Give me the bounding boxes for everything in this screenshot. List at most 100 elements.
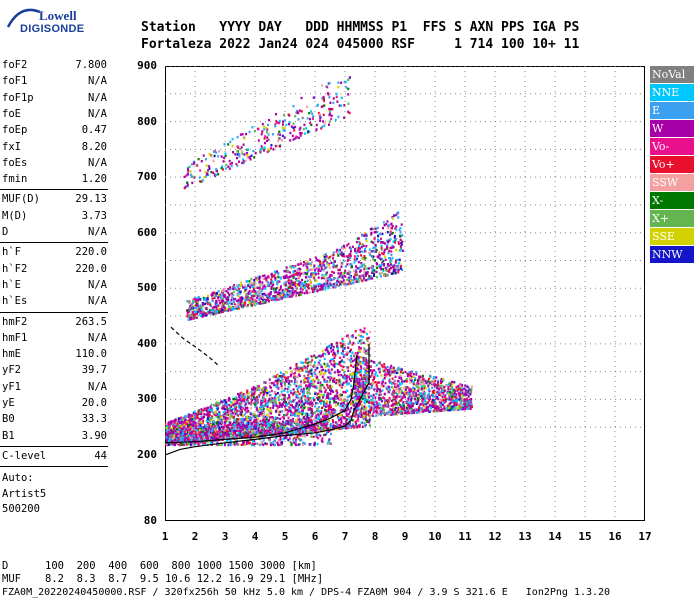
echo-point <box>382 384 385 388</box>
echo-point <box>424 399 427 403</box>
echo-point <box>326 413 329 417</box>
echo-point <box>319 398 321 401</box>
echo-point <box>323 401 326 405</box>
echo-point <box>379 397 382 400</box>
echo-point <box>276 392 279 395</box>
echo-point <box>213 425 216 428</box>
echo-point <box>402 410 405 413</box>
echo-point <box>306 426 309 429</box>
echo-point <box>428 395 431 398</box>
echo-point <box>306 364 309 368</box>
echo-point <box>365 387 368 390</box>
echo-point <box>318 406 321 409</box>
echo-point <box>442 399 445 402</box>
echo-point <box>276 404 278 407</box>
echo-point <box>366 364 369 368</box>
echo-point <box>364 411 367 414</box>
echo-point <box>417 380 420 384</box>
echo-point <box>224 432 227 436</box>
echo-point <box>298 370 301 373</box>
echo-point <box>304 413 307 417</box>
echo-point <box>351 343 354 346</box>
echo-point <box>408 373 411 376</box>
echo-point <box>191 443 194 446</box>
echo-point <box>265 431 268 435</box>
echo-point <box>309 426 312 429</box>
echo-point <box>365 374 368 377</box>
param-label: foF2 <box>2 59 28 71</box>
echo-point <box>224 419 227 422</box>
echo-point <box>239 429 241 433</box>
echo-point <box>193 415 196 418</box>
echo-point <box>465 398 468 401</box>
echo-point <box>360 369 362 373</box>
echo-point <box>415 383 418 387</box>
param-label: foF1 <box>2 75 28 88</box>
echo-point <box>364 397 367 401</box>
echo-point <box>338 370 341 374</box>
echo-point <box>458 393 461 396</box>
echo-point <box>291 400 294 403</box>
echo-point <box>289 366 292 370</box>
echo-point <box>243 413 246 416</box>
echo-point <box>452 392 455 395</box>
echo-point <box>245 432 248 435</box>
echo-point <box>287 398 290 402</box>
echo-point <box>460 395 463 398</box>
echo-point <box>298 418 301 421</box>
echo-point <box>322 418 325 421</box>
echo-point <box>194 412 197 416</box>
echo-point <box>343 391 346 394</box>
echo-point <box>384 368 387 371</box>
echo-point <box>316 355 319 359</box>
echo-point <box>413 402 416 405</box>
echo-point <box>279 393 282 397</box>
echo-point <box>393 400 396 403</box>
echo-point <box>318 419 321 422</box>
echo-point <box>311 409 314 413</box>
echo-point <box>362 386 365 390</box>
echo-point <box>399 395 402 398</box>
echo-point <box>350 357 353 360</box>
echo-point <box>284 383 287 386</box>
echo-point <box>443 389 446 392</box>
echo-point <box>447 393 450 396</box>
echo-point <box>307 363 310 366</box>
echo-point <box>284 413 287 417</box>
echo-point <box>378 398 381 401</box>
echo-point <box>342 369 345 372</box>
echo-point <box>406 409 409 413</box>
echo-point <box>350 425 353 428</box>
echo-point <box>436 386 439 389</box>
echo-point <box>208 418 211 421</box>
echo-point <box>401 391 404 395</box>
echo-point <box>395 387 398 391</box>
echo-point <box>272 404 275 407</box>
echo-point <box>297 366 300 369</box>
echo-point <box>461 398 464 401</box>
echo-point <box>366 337 369 340</box>
echo-point <box>215 422 218 425</box>
echo-point <box>368 386 371 389</box>
echo-point <box>432 391 435 394</box>
echo-point <box>232 412 234 415</box>
echo-point <box>182 418 185 422</box>
echo-point <box>464 384 467 387</box>
echo-point <box>253 412 256 415</box>
echo-point <box>165 433 168 437</box>
echo-point <box>239 435 242 439</box>
echo-point <box>198 412 201 416</box>
echo-point <box>247 399 249 403</box>
echo-point <box>239 391 242 395</box>
echo-point <box>288 394 291 397</box>
separator <box>0 189 108 191</box>
echo-point <box>283 389 286 392</box>
echo-point <box>396 413 399 416</box>
echo-point <box>399 412 402 415</box>
echo-point <box>259 412 262 415</box>
echo-point <box>294 410 297 413</box>
echo-point <box>395 395 398 398</box>
echo-point <box>229 443 232 447</box>
echo-point <box>343 354 346 357</box>
param-value: N/A <box>88 226 107 238</box>
